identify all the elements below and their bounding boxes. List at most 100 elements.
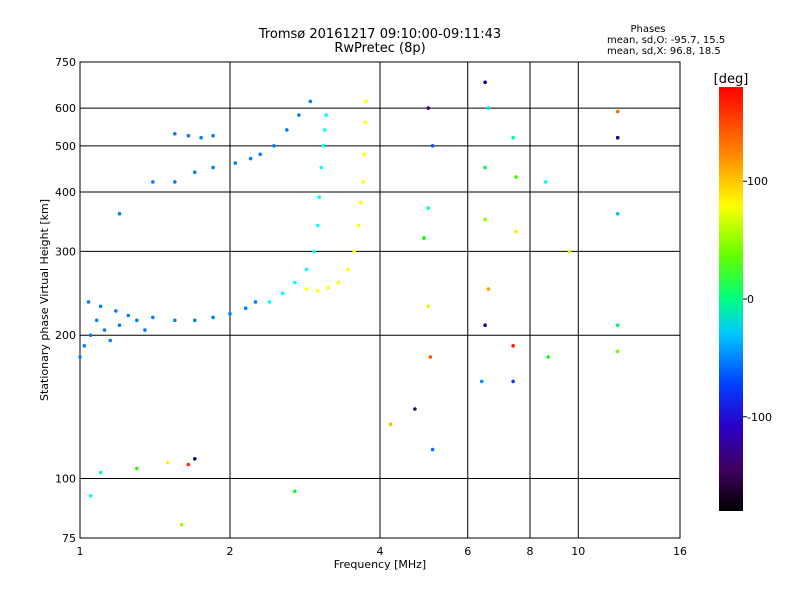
grid bbox=[80, 62, 680, 538]
data-point bbox=[315, 289, 320, 293]
data-point bbox=[514, 229, 518, 234]
data-point bbox=[361, 180, 365, 184]
y-tick-label: 500 bbox=[55, 140, 76, 153]
y-axis-label: Stationary phase Virtual Height [km] bbox=[38, 199, 51, 401]
y-tick-label: 75 bbox=[62, 532, 76, 545]
data-point bbox=[615, 109, 620, 114]
colorbar-ticks: 100 0 -100 bbox=[743, 175, 772, 424]
data-point bbox=[165, 460, 170, 465]
data-point bbox=[511, 344, 515, 348]
data-point bbox=[428, 355, 433, 359]
data-point bbox=[352, 249, 357, 254]
data-point bbox=[430, 447, 435, 452]
data-point bbox=[186, 133, 191, 138]
data-point bbox=[413, 407, 417, 411]
data-point bbox=[117, 323, 122, 328]
colorbar bbox=[719, 87, 743, 511]
data-point bbox=[293, 280, 297, 285]
data-point bbox=[98, 304, 103, 309]
data-point bbox=[546, 355, 550, 359]
data-point bbox=[483, 165, 487, 170]
data-point bbox=[359, 200, 363, 205]
data-point bbox=[126, 313, 131, 318]
data-point bbox=[388, 422, 393, 427]
x-tick-label: 8 bbox=[527, 545, 534, 558]
data-point bbox=[272, 144, 276, 148]
chart-title: Tromsø 20161217 09:10:00-09:11:43 bbox=[258, 27, 501, 42]
data-point bbox=[193, 318, 197, 323]
phases-x-stats: mean, sd,X: 96.8, 18.5 bbox=[607, 46, 721, 57]
data-point bbox=[248, 156, 253, 161]
data-point bbox=[108, 338, 112, 343]
x-tick-label: 16 bbox=[673, 545, 687, 558]
data-point bbox=[304, 287, 309, 291]
data-point bbox=[82, 344, 87, 348]
data-point bbox=[315, 223, 320, 228]
data-point bbox=[426, 106, 431, 110]
data-point bbox=[114, 309, 118, 313]
data-point bbox=[258, 152, 263, 157]
data-point bbox=[199, 135, 203, 140]
data-point bbox=[511, 135, 515, 140]
data-point bbox=[151, 180, 155, 184]
y-tick-label: 600 bbox=[55, 102, 76, 115]
data-point bbox=[173, 318, 177, 323]
data-point bbox=[173, 180, 177, 184]
colorbar-tick-label: -100 bbox=[747, 411, 772, 424]
x-axis-ticks: 1 2 4 6 8 10 16 bbox=[77, 545, 688, 558]
data-point bbox=[88, 494, 93, 498]
data-point bbox=[88, 333, 93, 338]
data-point bbox=[280, 291, 285, 296]
data-point bbox=[308, 99, 313, 104]
data-point bbox=[426, 206, 431, 210]
data-point bbox=[321, 144, 326, 148]
data-point bbox=[567, 249, 572, 254]
data-point bbox=[615, 135, 620, 140]
data-point bbox=[285, 128, 289, 132]
data-point bbox=[102, 328, 107, 332]
data-point bbox=[293, 489, 297, 494]
x-tick-label: 1 bbox=[77, 545, 84, 558]
data-point bbox=[514, 175, 518, 179]
x-tick-label: 6 bbox=[464, 545, 471, 558]
data-point bbox=[317, 195, 322, 199]
data-point bbox=[312, 249, 316, 254]
colorbar-tick-label: 0 bbox=[747, 293, 754, 306]
data-point bbox=[228, 311, 232, 316]
data-point bbox=[267, 300, 272, 304]
data-point bbox=[326, 285, 331, 290]
data-point bbox=[324, 113, 329, 117]
y-tick-label: 400 bbox=[55, 186, 76, 199]
data-point bbox=[336, 280, 341, 285]
data-point bbox=[511, 379, 515, 384]
phases-heading: Phases bbox=[630, 24, 665, 35]
data-point bbox=[253, 300, 258, 304]
data-point bbox=[135, 318, 139, 323]
data-point bbox=[615, 211, 620, 216]
data-point bbox=[319, 165, 324, 170]
y-axis-ticks: 75 100 200 300 400 500 600 750 bbox=[55, 56, 76, 545]
data-point bbox=[94, 318, 99, 323]
data-point bbox=[483, 323, 487, 328]
data-point bbox=[186, 462, 191, 467]
data-point bbox=[86, 300, 91, 304]
data-point bbox=[233, 161, 238, 165]
colorbar-tick-label: 100 bbox=[747, 175, 768, 188]
data-point bbox=[151, 315, 155, 320]
data-point bbox=[135, 466, 139, 471]
data-point bbox=[426, 304, 431, 309]
data-point bbox=[211, 165, 215, 170]
x-tick-label: 2 bbox=[227, 545, 234, 558]
data-point bbox=[422, 236, 426, 240]
colorbar-label: [deg] bbox=[714, 72, 749, 87]
data-point bbox=[483, 80, 487, 85]
x-axis-label: Frequency [MHz] bbox=[334, 558, 426, 571]
data-point bbox=[364, 99, 368, 104]
data-point bbox=[615, 323, 620, 328]
y-tick-label: 100 bbox=[55, 473, 76, 486]
data-point bbox=[211, 315, 215, 320]
data-point bbox=[479, 379, 484, 384]
plot-area: 1 2 4 6 8 10 16 75 100 200 300 400 500 600 750 bbox=[55, 56, 687, 558]
data-point bbox=[193, 457, 197, 461]
